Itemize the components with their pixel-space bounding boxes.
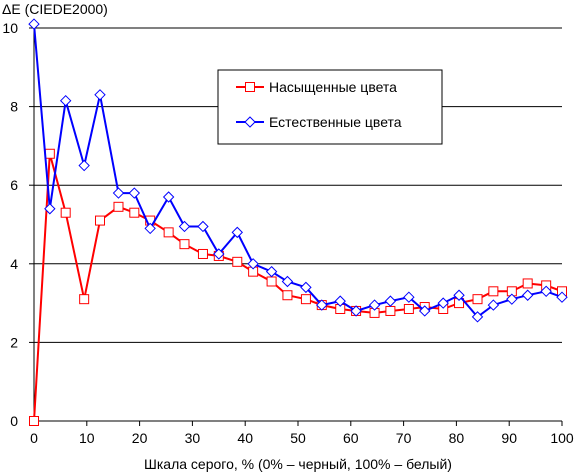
x-tick-label: 70 [396,430,412,446]
data-point [129,207,140,218]
data-point [522,278,533,289]
data-point [403,291,415,303]
data-point [540,285,552,298]
data-point [28,18,40,30]
data-point [163,227,174,238]
y-tick-label: 10 [2,20,18,36]
x-tick-label: 10 [79,430,95,446]
data-point [128,187,141,199]
data-point [197,220,209,233]
data-point [403,303,414,314]
y-tick-label: 2 [10,334,18,350]
y-tick-label: 4 [10,256,18,272]
data-point [471,311,484,323]
data-point [78,159,90,172]
data-point [350,305,362,317]
data-point [179,239,190,250]
data-point [556,291,568,303]
legend-marker [245,82,255,92]
data-point [453,289,465,301]
data-point [79,294,90,305]
data-point [384,295,397,307]
x-tick-label: 30 [185,430,201,446]
y-tick-label: 0 [10,413,18,429]
x-tick-label: 100 [550,430,574,446]
data-point [60,207,71,218]
x-tick-labels: 0 10 20 30 40 50 60 70 80 90 100 [30,430,574,446]
x-tick-label: 80 [449,430,465,446]
x-axis-title: Шкала серого, % (0% – черный, 100% – бел… [144,456,452,472]
legend: Насыщенные цвета Естественные цвета [217,69,443,145]
data-point [112,187,125,199]
data-point [316,299,328,311]
x-tick-label: 60 [343,430,359,446]
data-point [487,299,500,311]
series-1 [29,148,567,426]
data-point [232,256,243,267]
data-point [437,297,449,309]
x-tick-label: 20 [132,430,148,446]
grid [34,27,562,343]
data-point [44,148,55,159]
data-point [213,248,225,260]
data-point [266,276,277,287]
data-point [178,220,191,233]
series-2 [28,18,568,323]
data-point [247,258,259,270]
data-point [385,305,396,316]
y-tick-labels: 0 2 4 6 8 10 [2,20,18,429]
legend-label: Естественные цвета [269,114,402,130]
data-point [162,191,175,203]
data-point [113,201,124,212]
series-group [28,18,568,426]
data-point [281,275,294,288]
data-point [265,265,278,278]
data-point [197,248,208,259]
series-line [33,24,563,319]
data-point [231,226,243,239]
data-point [94,89,106,101]
data-point [488,286,499,297]
x-tick-label: 50 [290,430,306,446]
data-point [300,281,312,294]
x-tick-label: 0 [30,430,38,446]
data-point [506,293,518,305]
data-point [368,299,381,311]
data-point [144,222,156,235]
data-point [521,289,534,301]
data-point [29,416,39,426]
y-axis-title: ΔE (CIEDE2000) [2,1,108,17]
data-point [44,203,56,215]
x-tick-label: 90 [501,430,517,446]
y-tick-label: 8 [10,99,18,115]
data-point [472,294,483,305]
y-tick-label: 6 [10,177,18,193]
legend-label: Насыщенные цвета [269,79,397,95]
series-line [33,153,563,422]
data-point [300,294,311,305]
axes [29,27,563,426]
data-point [282,290,293,301]
x-tick-label: 40 [237,430,253,446]
data-point [334,295,346,307]
data-point [95,215,105,226]
legend-marker [244,116,256,128]
legend-box [217,69,443,145]
data-point [419,305,431,317]
data-point [59,94,72,107]
